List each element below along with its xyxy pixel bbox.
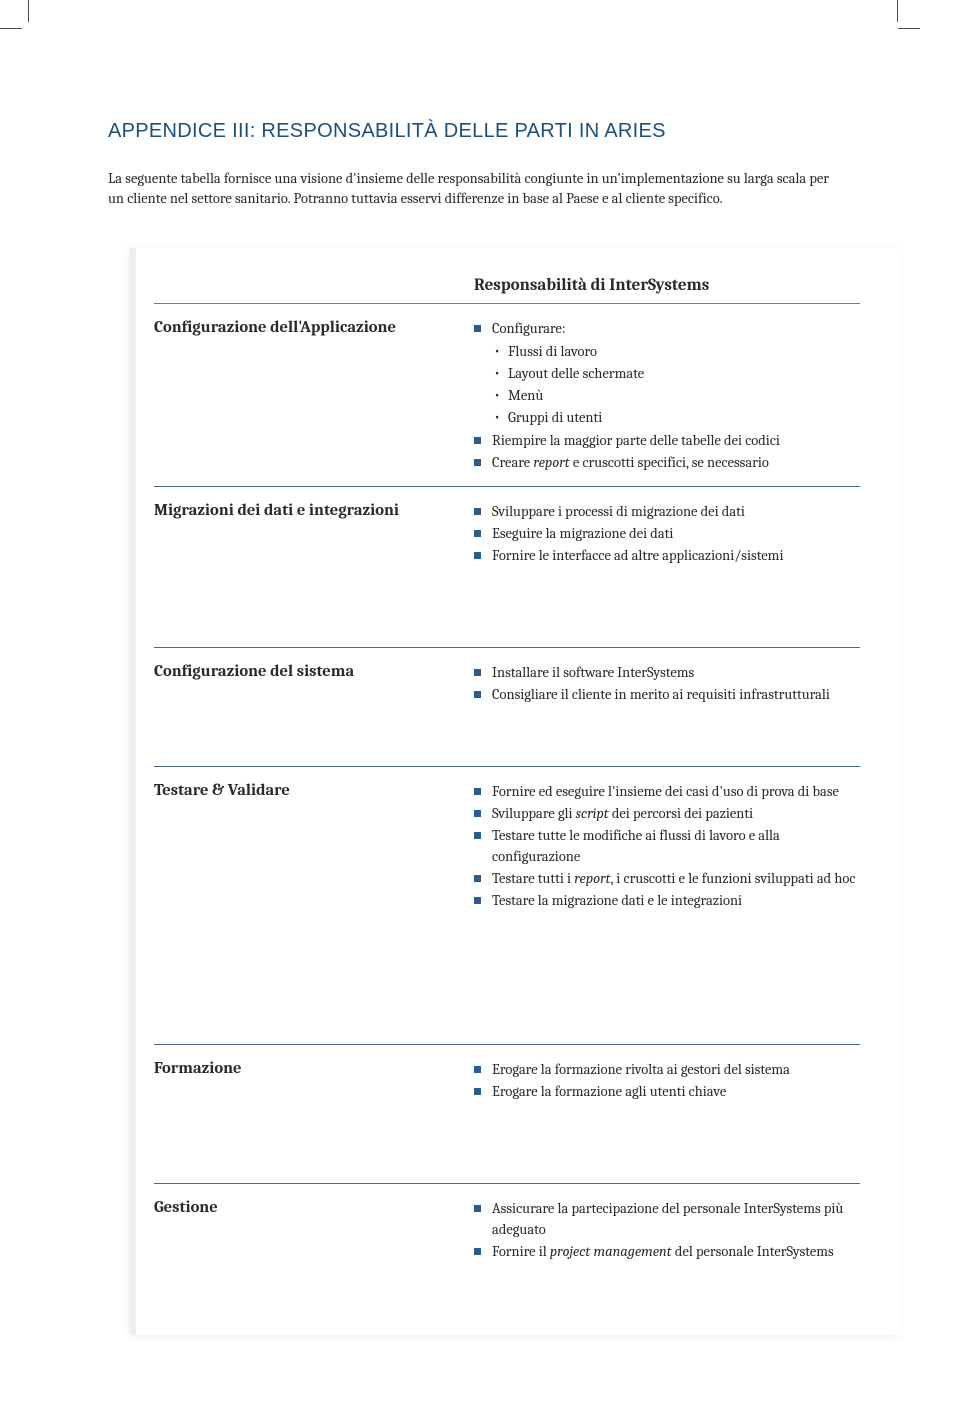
section-label: Migrazioni dei dati e integrazioni xyxy=(154,501,454,520)
section-label: Configurazione dell'Applicazione xyxy=(154,318,454,337)
responsibility-list: Erogare la formazione rivolta ai gestori… xyxy=(474,1059,860,1102)
responsibility-list: Configurare:Flussi di lavoroLayout delle… xyxy=(474,318,860,473)
sub-list-item: Flussi di lavoro xyxy=(492,341,860,362)
table-section: Migrazioni dei dati e integrazioni Svilup… xyxy=(154,487,860,648)
table-header-row: Responsabilità di InterSystems xyxy=(154,276,860,304)
list-item: Sviluppare gli script dei percorsi dei p… xyxy=(474,803,860,824)
responsibility-list: Installare il software InterSystemsConsi… xyxy=(474,662,860,705)
table-header: Responsabilità di InterSystems xyxy=(474,276,860,295)
spacing xyxy=(474,912,860,1032)
list-item: Erogare la formazione rivolta ai gestori… xyxy=(474,1059,860,1080)
sub-list-item: Menù xyxy=(492,385,860,406)
page-title: APPENDICE III: RESPONSABILITÀ DELLE PART… xyxy=(108,120,900,143)
spacing xyxy=(474,706,860,754)
table-section: Testare & Validare Fornire ed eseguire l'… xyxy=(154,767,860,1045)
list-item: Configurare:Flussi di lavoroLayout delle… xyxy=(474,318,860,428)
list-item: Eseguire la migrazione dei dati xyxy=(474,523,860,544)
page-container: APPENDICE III: RESPONSABILITÀ DELLE PART… xyxy=(0,0,960,1415)
sub-list: Flussi di lavoroLayout delle schermateMe… xyxy=(492,341,860,428)
list-item: Creare report e cruscotti specifici, se … xyxy=(474,452,860,473)
list-item: Consigliare il cliente in merito ai requ… xyxy=(474,684,860,705)
list-item: Installare il software InterSystems xyxy=(474,662,860,683)
list-item: Fornire il project management del person… xyxy=(474,1241,860,1262)
sub-list-item: Gruppi di utenti xyxy=(492,407,860,428)
sub-list-item: Layout delle schermate xyxy=(492,363,860,384)
list-item: Erogare la formazione agli utenti chiave xyxy=(474,1081,860,1102)
table-section: Configurazione del sistema Installare il … xyxy=(154,648,860,767)
section-label: Configurazione del sistema xyxy=(154,662,454,681)
list-item: Sviluppare i processi di migrazione dei … xyxy=(474,501,860,522)
list-item: Testare la migrazione dati e le integraz… xyxy=(474,890,860,911)
list-item: Riempire la maggior parte delle tabelle … xyxy=(474,430,860,451)
list-item: Fornire le interfacce ad altre applicazi… xyxy=(474,545,860,566)
responsibilities-card: Responsabilità di InterSystems Configura… xyxy=(130,248,900,1335)
table-section: Gestione Assicurare la partecipazione del… xyxy=(154,1184,860,1275)
responsibility-list: Fornire ed eseguire l'insieme dei casi d… xyxy=(474,781,860,911)
section-label: Testare & Validare xyxy=(154,781,454,800)
section-label: Gestione xyxy=(154,1198,454,1217)
table-section: Formazione Erogare la formazione rivolta … xyxy=(154,1045,860,1184)
section-label: Formazione xyxy=(154,1059,454,1078)
responsibility-list: Assicurare la partecipazione del persona… xyxy=(474,1198,860,1262)
list-item: Fornire ed eseguire l'insieme dei casi d… xyxy=(474,781,860,802)
table-section: Configurazione dell'Applicazione Configur… xyxy=(154,304,860,487)
responsibility-list: Sviluppare i processi di migrazione dei … xyxy=(474,501,860,566)
list-item: Testare tutti i report, i cruscotti e le… xyxy=(474,868,860,889)
intro-paragraph: La seguente tabella fornisce una visione… xyxy=(108,169,848,210)
spacing xyxy=(474,1103,860,1171)
list-item: Assicurare la partecipazione del persona… xyxy=(474,1198,860,1240)
list-item: Testare tutte le modifiche ai flussi di … xyxy=(474,825,860,867)
spacing xyxy=(474,567,860,635)
